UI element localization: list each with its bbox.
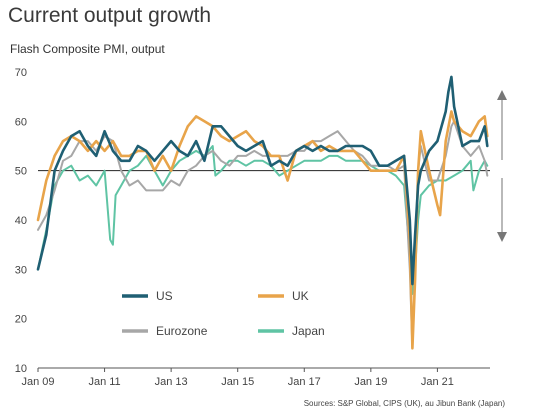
series-line-eurozone — [37, 120, 489, 350]
y-tick-label: 30 — [15, 264, 27, 276]
legend-label-us: US — [156, 289, 173, 303]
x-tick-label: Jan 17 — [288, 376, 321, 388]
chart-subtitle: Flash Composite PMI, output — [10, 42, 165, 56]
chart-source: Sources: S&P Global, CIPS (UK), au Jibun… — [303, 399, 505, 408]
y-tick-label: 20 — [15, 314, 27, 326]
y-tick-label: 50 — [15, 166, 27, 178]
x-tick-label: Jan 09 — [21, 376, 54, 388]
legend-label-uk: UK — [292, 289, 309, 303]
range-arrows — [497, 90, 507, 242]
series-line-uk — [36, 110, 489, 350]
chart-title: Current output growth — [8, 4, 212, 27]
x-tick-label: Jan 21 — [421, 376, 454, 388]
y-tick-label: 10 — [15, 363, 27, 375]
x-tick-label: Jan 15 — [221, 376, 254, 388]
x-tick-label: Jan 11 — [88, 376, 120, 388]
down-arrow-icon — [497, 232, 507, 242]
x-axis: Jan 09 Jan 11 Jan 13 Jan 15 Jan 17 Jan 19 Jan … — [21, 367, 490, 388]
x-tick-label: Jan 13 — [155, 376, 188, 388]
y-tick-label: 40 — [15, 215, 27, 227]
legend: US UK Eurozone Japan — [122, 289, 325, 338]
y-tick-label: 70 — [15, 67, 27, 79]
legend-label-eurozone: Eurozone — [156, 324, 208, 338]
legend-label-japan: Japan — [292, 324, 325, 338]
y-tick-label: 60 — [15, 116, 27, 128]
x-tick-label: Jan 19 — [354, 376, 387, 388]
series-line-japan — [37, 145, 489, 295]
y-axis: 10 20 30 40 50 60 70 — [15, 67, 27, 375]
series-line-us — [36, 75, 489, 286]
up-arrow-icon — [497, 90, 507, 100]
series-layer — [36, 75, 490, 350]
